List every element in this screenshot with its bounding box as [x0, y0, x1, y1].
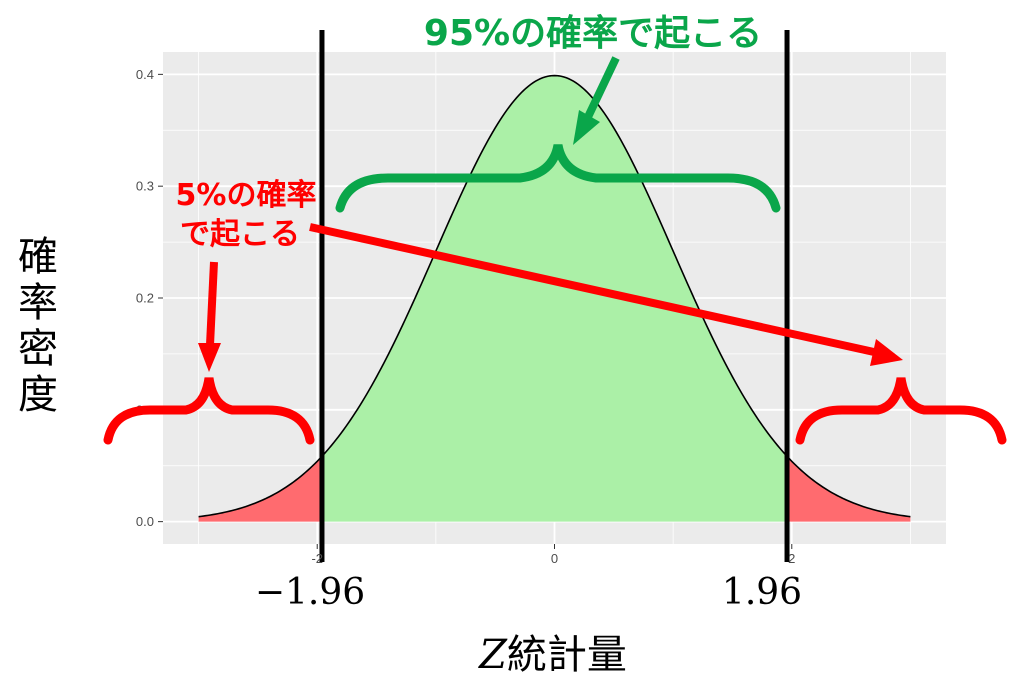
critical-label-right: 1.96 — [722, 572, 802, 613]
x-axis-ticks: -2 0 2 — [311, 544, 795, 566]
y-tick-label: 0.3 — [136, 179, 154, 194]
tails-arrow-right-head — [870, 339, 903, 366]
tails-annotation-line1: 5%の確率 — [176, 178, 317, 213]
central-annotation: 95%の確率で起こる — [424, 13, 762, 54]
x-tick-label: -2 — [311, 551, 323, 566]
central-arrow-head — [573, 110, 600, 145]
left-tail-brace — [103, 377, 315, 445]
y-tick-label: 0.4 — [136, 67, 154, 82]
left-tail-area — [198, 456, 322, 522]
right-tail-area — [787, 456, 911, 522]
tails-arrow-left-head — [198, 343, 221, 372]
tails-annotation-line2: で起こる — [180, 217, 300, 252]
central-arrow-shaft — [584, 56, 620, 119]
x-axis-label-rest: 統計量 — [507, 632, 627, 678]
right-tail-brace — [795, 377, 1007, 445]
central-brace — [335, 143, 781, 213]
x-tick-label: 2 — [788, 551, 795, 566]
density-curve — [198, 74, 911, 518]
x-axis-label: Z統計量 — [477, 632, 627, 678]
tails-arrow-left-shaft — [206, 261, 218, 346]
y-tick-label: 0.0 — [136, 514, 154, 529]
y-tick-label: 0.2 — [136, 291, 154, 306]
critical-label-left: −1.96 — [255, 572, 365, 613]
x-tick-label: 0 — [551, 551, 558, 566]
y-axis-label: 確率密度 — [11, 235, 57, 419]
y-axis-ticks: 0.00.10.20.30.4 — [136, 67, 163, 529]
tails-arrow-right-shaft — [309, 223, 875, 356]
central-95-area — [321, 75, 788, 522]
x-axis-label-z: Z — [477, 632, 508, 678]
